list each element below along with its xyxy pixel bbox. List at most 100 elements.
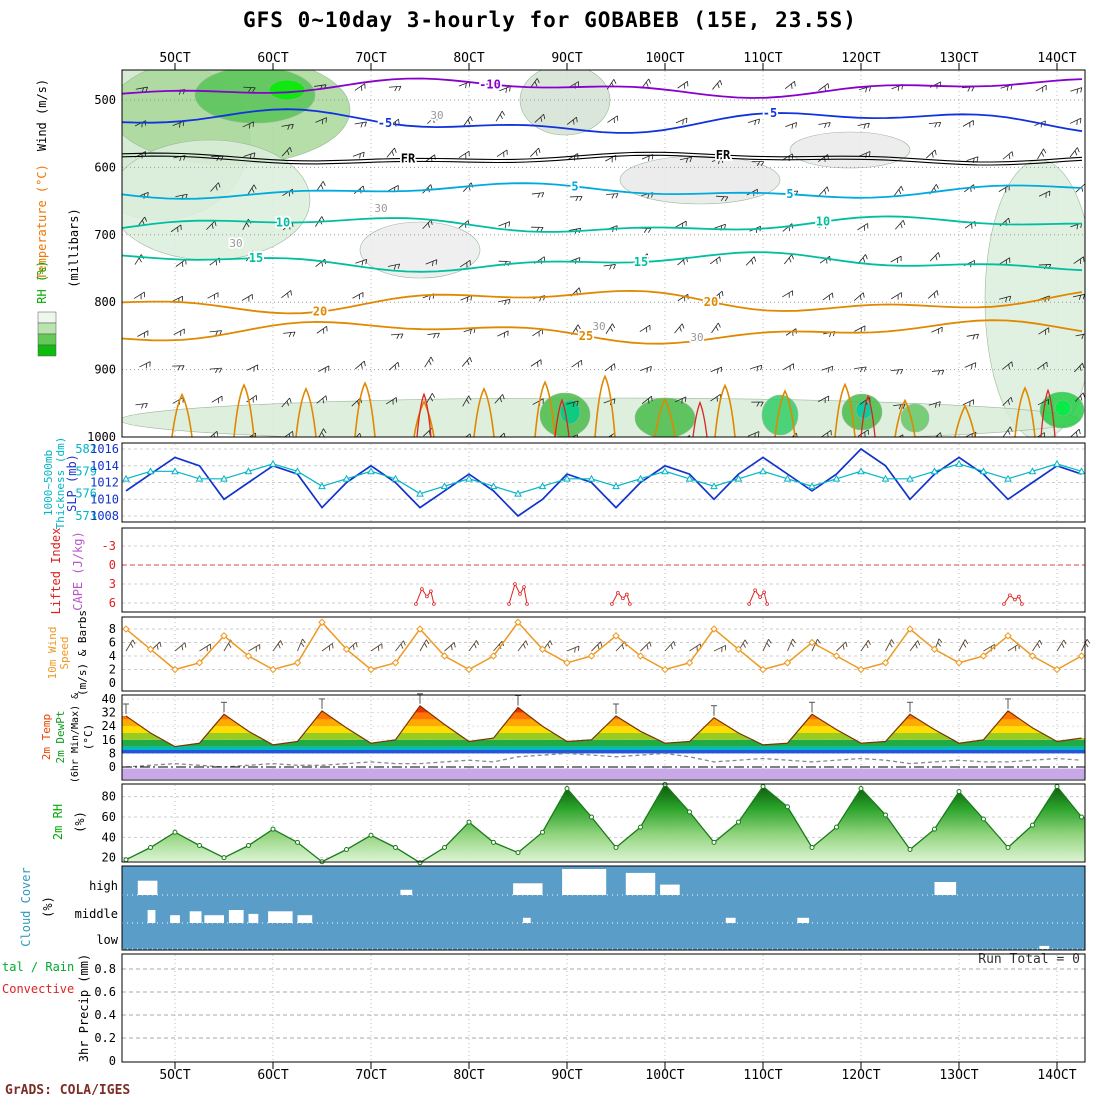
wind-barb <box>962 120 974 127</box>
wind-barb-tick <box>541 192 545 198</box>
wind-barb-tick <box>138 257 142 263</box>
wind-barb-tick <box>145 403 148 409</box>
wind-barb-tick <box>651 396 653 402</box>
cloud-bar-middle <box>228 910 244 923</box>
wind-barb-tick <box>1063 639 1067 645</box>
wind-barb-tick <box>615 193 619 199</box>
cape-marker <box>616 590 620 595</box>
wind-barb-tick <box>937 642 942 647</box>
wind10m-marker <box>808 638 816 647</box>
rh2m-marker <box>858 786 864 792</box>
rh2m-marker <box>981 816 986 822</box>
wind-barb-tick <box>429 396 434 402</box>
wind-barb-tick <box>863 366 867 372</box>
wind-barb-tick <box>717 83 720 89</box>
day-label-bottom: 14OCT <box>1037 1068 1076 1083</box>
wind-barb <box>819 255 831 264</box>
surface-temp-spike-orange <box>473 387 495 437</box>
wind-barb <box>248 644 260 652</box>
li-tick: -3 <box>102 539 116 553</box>
wind-barb <box>710 394 721 402</box>
surface-temp-spike-orange <box>774 389 796 437</box>
wind-barb <box>928 121 941 124</box>
rh2m-marker <box>466 819 472 825</box>
grads-credit: GrADS: COLA/IGES <box>5 1083 131 1098</box>
surface-temp-spike-orange <box>413 399 435 437</box>
wind-barb <box>603 264 616 267</box>
surface-temp-spike-orange <box>534 380 556 437</box>
thickness-marker <box>612 482 620 490</box>
wind-barb-tick <box>536 78 540 84</box>
surface-temp-spike-orange <box>894 398 916 437</box>
wind-barb-tick <box>686 117 688 123</box>
wind10m-marker <box>710 625 718 633</box>
wind-barb-tick <box>246 222 250 228</box>
thickness-marker <box>563 474 571 482</box>
rh2m-marker <box>1030 822 1035 828</box>
rh-contour-label: 30 <box>430 109 443 122</box>
wind-barb <box>607 115 618 123</box>
wind-barb <box>210 182 219 192</box>
rh-contour-label: 30 <box>229 237 242 250</box>
wind-barb-tick <box>614 363 616 369</box>
cloud-bar-high <box>934 882 957 895</box>
wind10m-marker <box>122 625 130 633</box>
wind-barb <box>314 84 327 87</box>
wind-barb <box>784 81 795 90</box>
wind-barb <box>125 639 134 652</box>
wind-barb-tick <box>502 394 505 400</box>
wind-barb-tick <box>211 223 214 229</box>
rh-shading-blob <box>519 70 611 136</box>
wind-barb <box>1073 256 1084 264</box>
wind10m-marker <box>783 659 792 667</box>
wind-barb <box>281 123 294 127</box>
wind-barb-tick <box>427 222 430 228</box>
wind-barb-tick <box>845 641 848 647</box>
wind-barb-tick <box>859 367 863 373</box>
wind-barb-tick <box>352 644 355 650</box>
wind-barb <box>785 190 798 193</box>
wind-barb <box>607 432 616 437</box>
temp2m-tick: 32 <box>102 706 116 720</box>
temp2m-line <box>125 704 1082 748</box>
wind-barb-tick <box>1007 429 1011 435</box>
wind-barb <box>1074 392 1084 402</box>
wind-barb-tick <box>689 157 693 163</box>
wind-barb-tick <box>758 118 760 125</box>
wind10m-marker <box>685 659 694 667</box>
wind10m-tick: 2 <box>109 663 116 677</box>
contour-line--10 <box>122 77 1083 99</box>
contour-label-15: 15 <box>634 255 648 269</box>
wind-barb <box>966 333 979 337</box>
rh2m-line <box>125 783 1083 864</box>
wind-barb-tick <box>323 428 327 434</box>
rh2m-marker <box>246 842 251 848</box>
surface-temp-spike-orange <box>354 381 376 437</box>
wind-barb-tick <box>756 401 760 407</box>
thickness-marker <box>1077 467 1086 475</box>
wind10m-marker <box>955 659 963 667</box>
wind-barb-tick <box>867 123 870 129</box>
wind-barb-tick <box>902 220 906 226</box>
wind-barb-tick <box>364 121 367 127</box>
wind10m-marker <box>293 659 302 667</box>
wind-barb <box>711 322 719 334</box>
thickness-marker <box>440 482 449 490</box>
wind-barb-tick <box>215 185 218 191</box>
wind10m-marker <box>465 665 473 674</box>
contour-label-20: 20 <box>313 305 327 319</box>
wind-barb-tick <box>432 261 434 267</box>
wind-barb-tick <box>718 159 721 165</box>
contour-line-10 <box>122 215 1083 233</box>
wind-barb <box>281 146 291 157</box>
thickness-marker <box>734 474 743 482</box>
wind-barb-tick <box>724 224 726 230</box>
wind-barb-tick <box>757 431 760 437</box>
wind-barb <box>316 326 327 334</box>
wind-barb <box>859 397 870 405</box>
page-title: GFS 0~10day 3-hourly for GOBABEB (15E, 2… <box>243 8 857 32</box>
wind-barb <box>1070 87 1082 92</box>
wind-barb-tick <box>426 639 430 645</box>
wind-barb-tick <box>1082 363 1085 369</box>
thickness-marker <box>906 474 914 482</box>
